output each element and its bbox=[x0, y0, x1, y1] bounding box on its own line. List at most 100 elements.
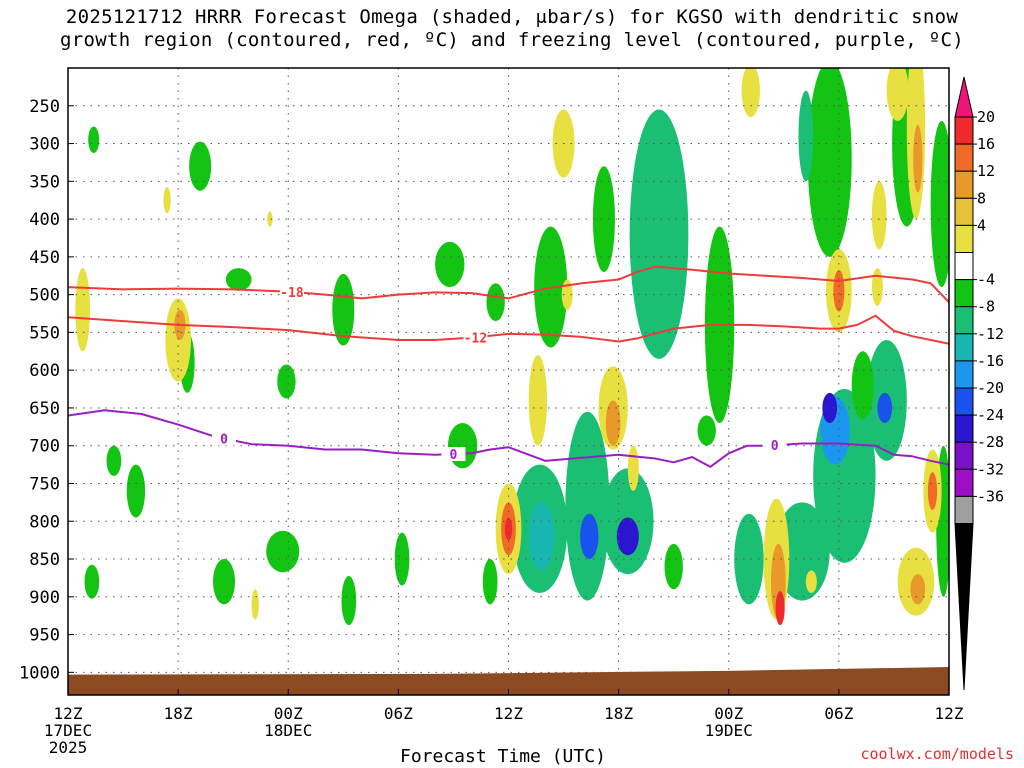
x-tick-label: 06Z bbox=[384, 704, 413, 723]
descent-cell bbox=[267, 211, 273, 227]
colorbar-label: -16 bbox=[977, 352, 1004, 370]
colorbar-label: -4 bbox=[977, 271, 995, 289]
y-tick-label: 850 bbox=[29, 550, 60, 570]
descent-cell bbox=[871, 268, 883, 306]
colorbar-label: 4 bbox=[977, 216, 986, 234]
x-tick-label: 18Z bbox=[604, 704, 633, 723]
colorbar-label: -32 bbox=[977, 460, 1004, 478]
colorbar-label: -20 bbox=[977, 379, 1004, 397]
x-tick-label: 12Z bbox=[935, 704, 964, 723]
y-tick-label: 450 bbox=[29, 248, 60, 268]
contour-label: 0 bbox=[450, 448, 458, 463]
colorbar-segment bbox=[954, 197, 974, 226]
colorbar-segment bbox=[954, 333, 974, 362]
ascent-cell bbox=[126, 464, 146, 518]
colorbar-label: 16 bbox=[977, 135, 995, 153]
y-tick-label: 650 bbox=[29, 399, 60, 419]
ascent-cell bbox=[734, 513, 764, 605]
chart-title: 2025121712 HRRR Forecast Omega (shaded, … bbox=[0, 6, 1024, 52]
contour-label: 0 bbox=[771, 439, 779, 454]
ascent-cell bbox=[84, 564, 100, 599]
ascent-cell bbox=[807, 68, 852, 257]
x-tick-label: 00Z bbox=[714, 704, 743, 723]
ascent-cell bbox=[189, 141, 212, 191]
ascent-cell bbox=[822, 392, 838, 424]
contour-label: -12 bbox=[464, 331, 487, 346]
ascent-cell bbox=[877, 392, 893, 424]
ascent-cell bbox=[106, 445, 122, 476]
x-tick-label: 12Z bbox=[54, 704, 83, 723]
terrain-ground bbox=[68, 667, 949, 695]
ascent-cell bbox=[435, 241, 465, 288]
colorbar-label: 8 bbox=[977, 189, 986, 207]
contour-line-minus18 bbox=[68, 265, 949, 303]
colorbar-top-arrow bbox=[954, 76, 974, 118]
contour-label: 0 bbox=[220, 433, 228, 448]
credit-link[interactable]: coolwx.com/models bbox=[860, 745, 1014, 763]
colorbar-segment bbox=[954, 224, 974, 253]
x-tick-label: 12Z bbox=[494, 704, 523, 723]
contour-label-bg bbox=[212, 431, 237, 446]
descent-cell bbox=[913, 124, 923, 193]
colorbar-label: 12 bbox=[977, 162, 995, 180]
ascent-cell bbox=[664, 543, 683, 590]
y-tick-label: 750 bbox=[29, 474, 60, 494]
ascent-cell bbox=[341, 576, 357, 626]
x-tick-label: 18Z bbox=[164, 704, 193, 723]
descent-cell bbox=[528, 355, 548, 446]
ascent-cell bbox=[851, 351, 874, 420]
ascent-cell bbox=[332, 273, 355, 346]
x-tick-sublabel: 17DEC bbox=[44, 721, 92, 740]
colorbar-segment bbox=[954, 170, 974, 199]
colorbar-segment bbox=[954, 116, 974, 145]
colorbar-segment bbox=[954, 252, 974, 281]
contour-label-bg bbox=[463, 330, 488, 345]
colorbar-segment bbox=[954, 143, 974, 172]
colorbar-segment bbox=[954, 360, 974, 389]
ascent-cell bbox=[88, 126, 100, 153]
descent-cell bbox=[75, 268, 91, 352]
x-tick-sublabel: 19DEC bbox=[705, 721, 753, 740]
descent-cell bbox=[805, 570, 817, 594]
contour-label-bg bbox=[441, 447, 466, 462]
contour-labels: -18 -12 0 0 0 bbox=[212, 284, 787, 463]
y-tick-label: 550 bbox=[29, 323, 60, 343]
x-tick-label: 06Z bbox=[824, 704, 853, 723]
descent-cell bbox=[741, 68, 760, 118]
y-tick-label: 700 bbox=[29, 437, 60, 457]
descent-cell bbox=[775, 591, 785, 626]
ascent-cell bbox=[636, 135, 674, 212]
ascent-cell bbox=[486, 283, 505, 322]
ascent-cell bbox=[225, 268, 252, 291]
y-tick-label: 300 bbox=[29, 135, 60, 155]
chart-title-line2: growth region (contoured, red, ºC) and f… bbox=[60, 29, 964, 51]
descent-cell bbox=[871, 181, 887, 250]
colorbar-label: -36 bbox=[977, 487, 1004, 505]
colorbar-label: -24 bbox=[977, 406, 1004, 424]
ascent-cell bbox=[266, 530, 300, 573]
chart-title-line1: 2025121712 HRRR Forecast Omega (shaded, … bbox=[65, 6, 959, 28]
y-axis: 250 300 350 400 450 500 550 600 650 700 750 800 850 9… bbox=[19, 97, 74, 683]
ascent-cell bbox=[528, 502, 555, 571]
ascent-cell bbox=[697, 415, 716, 446]
y-tick-label: 800 bbox=[29, 512, 60, 532]
y-tick-label: 350 bbox=[29, 172, 60, 192]
colorbar-label: -28 bbox=[977, 433, 1004, 451]
descent-cell bbox=[910, 574, 926, 605]
omega-shading bbox=[75, 68, 949, 626]
ascent-cell bbox=[565, 411, 610, 601]
descent-cell bbox=[927, 472, 938, 510]
colorbar-label: 20 bbox=[977, 108, 995, 126]
descent-cell bbox=[251, 589, 259, 620]
x-tick-sublabel: 18DEC bbox=[264, 721, 312, 740]
y-tick-label: 500 bbox=[29, 286, 60, 306]
ascent-cell bbox=[394, 532, 410, 586]
colorbar-segment bbox=[954, 414, 974, 443]
ascent-cell bbox=[616, 517, 639, 556]
surface-terrain bbox=[68, 667, 949, 695]
contour-line-minus12 bbox=[68, 314, 949, 345]
descent-cell bbox=[605, 400, 621, 446]
colorbar-segment bbox=[954, 279, 974, 308]
